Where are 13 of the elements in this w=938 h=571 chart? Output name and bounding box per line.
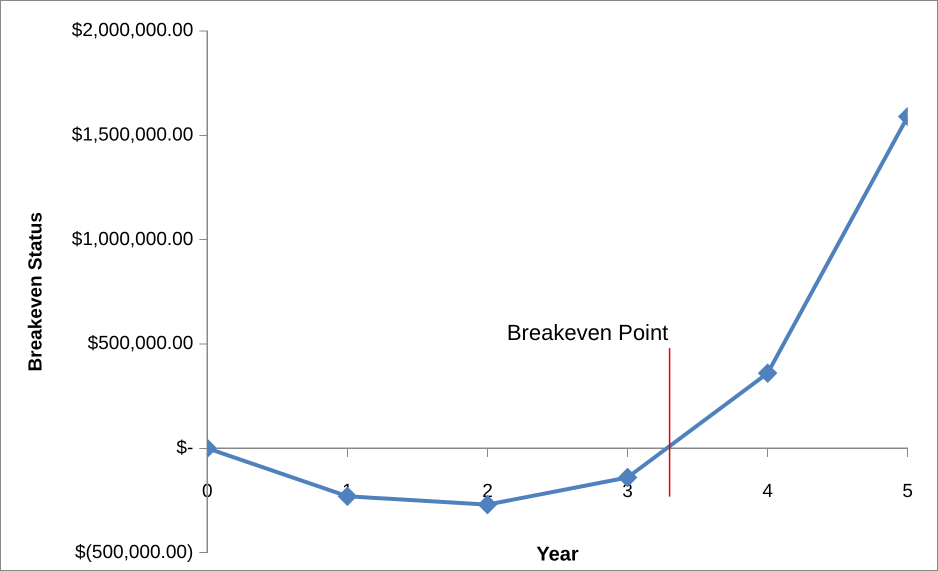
y-tick-label: $- bbox=[176, 438, 194, 459]
ref-line-label: Breakeven Point bbox=[506, 320, 668, 346]
y-tick-label: $1,500,000.00 bbox=[72, 124, 194, 146]
y-tick-label: $(500,000.00) bbox=[74, 542, 194, 563]
y-tick-label: $2,000,000.00 bbox=[72, 20, 194, 42]
point bbox=[618, 468, 637, 486]
x-tick-label: 4 bbox=[762, 480, 774, 502]
x-axis-title: Year bbox=[536, 544, 579, 566]
x-tick-label: 5 bbox=[902, 480, 914, 502]
y-tick-label: $1,000,000.00 bbox=[72, 228, 194, 250]
y-tick-label: $500,000.00 bbox=[88, 333, 194, 354]
point bbox=[478, 496, 496, 514]
y-axis-title: Breakeven Status bbox=[26, 212, 47, 372]
